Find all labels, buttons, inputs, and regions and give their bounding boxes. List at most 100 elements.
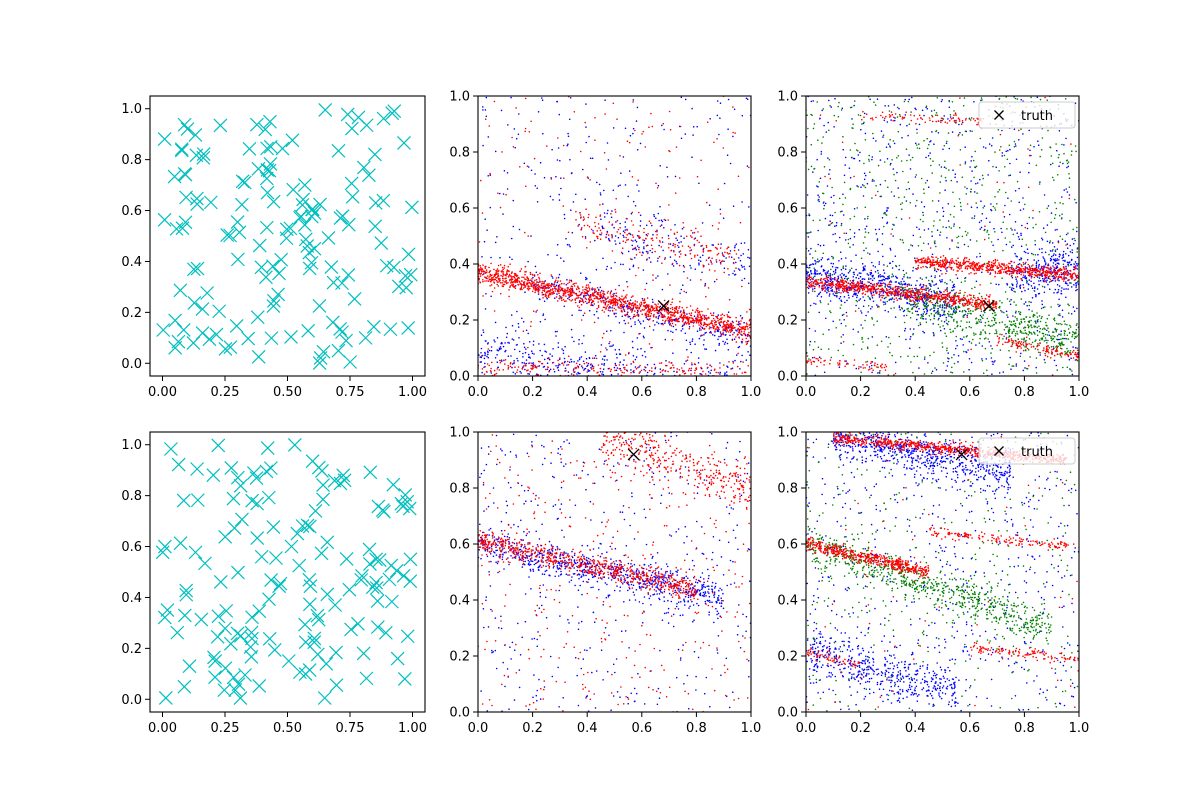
data-point-marker — [157, 132, 172, 147]
data-point-marker — [160, 603, 175, 617]
data-point-marker — [333, 211, 348, 226]
data-point-marker — [273, 576, 288, 591]
data-point-marker — [223, 228, 238, 243]
data-point-marker — [297, 178, 312, 192]
data-point-marker — [308, 504, 323, 518]
data-point-marker — [226, 491, 241, 506]
scatter-dots — [806, 432, 1079, 712]
data-point-marker — [382, 572, 397, 587]
y-tick-label: 0.8 — [121, 489, 142, 504]
data-point-marker — [300, 239, 315, 253]
data-point-marker — [333, 321, 348, 336]
y-tick-label: 1.0 — [449, 90, 470, 105]
y-tick-label: 1.0 — [449, 426, 470, 441]
data-point-marker — [213, 118, 228, 133]
data-point-marker — [234, 197, 249, 212]
data-point-marker — [403, 267, 418, 282]
data-point-marker — [262, 631, 277, 646]
data-point-marker — [156, 323, 171, 337]
data-point-marker — [320, 587, 335, 602]
data-point-marker — [260, 141, 275, 156]
data-point-marker — [404, 200, 419, 215]
legend-marker-icon — [994, 446, 1004, 456]
plot-area — [478, 96, 751, 376]
data-point-marker — [227, 521, 242, 535]
x-tick-label: 0.4 — [577, 385, 598, 400]
data-point-marker — [169, 221, 184, 236]
y-tick-label: 0.2 — [121, 642, 142, 657]
data-point-marker — [179, 587, 194, 602]
data-point-marker — [258, 122, 273, 137]
data-point-marker — [272, 579, 287, 594]
data-point-marker — [212, 304, 227, 319]
data-point-marker — [252, 238, 267, 253]
data-point-marker — [211, 438, 226, 453]
data-point-marker — [370, 594, 385, 608]
data-point-marker — [329, 678, 344, 693]
data-point-marker — [394, 496, 409, 511]
data-point-marker — [211, 609, 226, 624]
data-point-marker — [318, 102, 333, 117]
data-point-marker — [304, 255, 319, 270]
data-point-marker — [263, 114, 277, 129]
y-tick-label: 1.0 — [121, 438, 142, 453]
data-point-marker — [271, 287, 286, 302]
x-tick-label: 0.00 — [148, 385, 177, 400]
x-tick-label: 0.0 — [468, 385, 489, 400]
x-tick-label: 0.6 — [631, 385, 652, 400]
data-point-marker — [314, 546, 329, 561]
data-point-marker — [188, 545, 203, 560]
x-tick-label: 0.2 — [850, 385, 871, 400]
data-point-marker — [298, 635, 313, 650]
x-tick-label: 0.2 — [522, 721, 543, 736]
scatter-dots — [806, 96, 1079, 376]
data-point-marker — [290, 526, 305, 541]
data-point-marker — [237, 175, 252, 190]
data-point-marker — [206, 468, 221, 483]
y-tick-label: 0.8 — [777, 482, 798, 497]
data-point-marker — [168, 340, 183, 355]
legend-label: truth — [1021, 109, 1053, 124]
y-tick-label: 0.6 — [121, 540, 142, 555]
data-point-marker — [249, 117, 264, 132]
legend-marker-icon — [994, 110, 1004, 120]
data-point-marker — [336, 468, 351, 483]
data-point-marker — [344, 622, 358, 637]
data-point-marker — [164, 442, 178, 456]
data-point-marker — [241, 331, 256, 346]
data-point-marker — [396, 568, 411, 583]
data-point-marker — [316, 492, 330, 507]
y-tick-label: 0.6 — [121, 204, 142, 219]
data-point-marker — [285, 133, 300, 148]
data-point-marker — [378, 625, 393, 640]
data-point-marker — [326, 275, 341, 290]
data-point-marker — [368, 196, 383, 210]
y-tick-label: 0.2 — [777, 314, 798, 329]
data-point-marker — [263, 139, 278, 154]
data-point-marker — [342, 582, 357, 597]
data-point-marker — [339, 552, 354, 566]
data-point-marker — [279, 231, 294, 246]
data-point-marker — [266, 293, 281, 308]
data-point-marker — [174, 143, 189, 158]
x-tick-label: 0.50 — [273, 721, 302, 736]
data-point-marker — [302, 261, 317, 276]
y-tick-label: 0.2 — [449, 650, 470, 665]
data-point-marker — [327, 473, 342, 488]
axes-frame — [805, 431, 1080, 713]
data-point-marker — [365, 580, 380, 595]
data-point-marker — [178, 167, 193, 182]
y-tick-label: 1.0 — [777, 426, 798, 441]
y-tick-label: 0.0 — [449, 370, 470, 385]
y-tick-label: 0.4 — [449, 594, 470, 609]
legend-label: truth — [1021, 445, 1053, 460]
data-point-marker — [371, 499, 386, 514]
x-tick-label: 0.0 — [796, 721, 817, 736]
y-tick-label: 0.2 — [449, 314, 470, 329]
y-tick-label: 0.0 — [449, 706, 470, 721]
data-point-marker — [245, 631, 259, 646]
y-tick-label: 0.6 — [449, 202, 470, 217]
y-tick-label: 0.6 — [449, 538, 470, 553]
data-point-marker — [320, 535, 335, 550]
data-point-marker — [260, 441, 275, 455]
